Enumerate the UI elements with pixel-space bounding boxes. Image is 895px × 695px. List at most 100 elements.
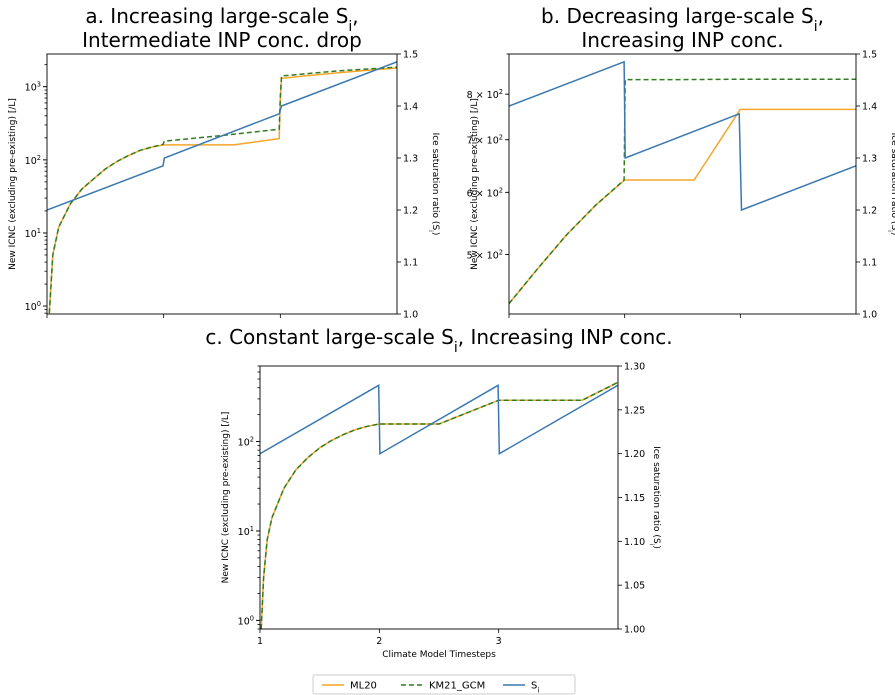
y-left-tick-label-c-part: 0 [250,614,254,622]
y-right-tick-label-b: 1.2 [862,206,877,217]
y-right-tick-label-c: 1.15 [624,493,645,504]
x-label-c: Climate Model Timesteps [382,650,496,660]
y-left-tick-label-b-part: 2 [499,134,503,142]
y-left-tick-label-b-part: 2 [499,186,503,194]
series-line-ml20-a [48,67,397,314]
chart-a: a. Increasing large-scale Si,Intermediat… [8,4,440,321]
x-tick-label-c: 2 [376,636,382,647]
legend-label-km21_gcm: KM21_GCM [429,681,485,692]
y-right-label-a-part: ) [430,232,440,236]
legend-label-s-part: S [531,681,537,692]
y-right-tick-label-a: 1.2 [403,206,418,217]
y-right-tick-label-a: 1.3 [403,154,418,165]
y-left-tick-label-b-part: 8 × 10 [467,90,499,101]
legend: ML20 KM21_GCM Si [312,674,576,695]
chart-title-a-0-part: i [348,19,352,35]
y-left-tick-label-c: 100 [238,614,254,627]
chart-title-a-1-part: Intermediate INP conc. drop [82,28,362,52]
chart-title-a-1: Intermediate INP conc. drop [82,28,362,52]
y-left-tick-label-a: 101 [25,227,41,240]
chart-title-b-0-part: i [814,19,818,35]
y-left-tick-label-a-part: 10 [25,83,37,94]
y-right-tick-label-a: 1.0 [403,310,418,321]
y-right-label-b-part: Ice saturation ratio (S [889,133,895,231]
chart-title-a-0-part: a. Increasing large-scale S [85,4,348,28]
chart-title-a-0-part: , [352,4,358,28]
chart-title-a-0: a. Increasing large-scale Si, [85,4,358,35]
y-right-tick-label-c: 1.25 [624,405,645,416]
y-right-tick-label-b: 1.0 [862,310,877,321]
y-right-tick-label-a: 1.5 [403,50,418,61]
y-left-tick-label-a-part: 10 [25,302,37,313]
y-right-tick-label-b: 1.4 [862,102,877,113]
y-left-tick-label-b: 7 × 102 [467,134,503,147]
y-left-tick-label-b-part: 6 × 10 [467,188,499,199]
chart-title-c-0-part: i [454,340,458,356]
chart-c: c. Constant large-scale Si, Increasing I… [205,325,672,660]
y-left-label-b: New ICNC (excluding pre-existing) [/L] [470,98,480,270]
y-right-label-a: Ice saturation ratio (Si) [428,133,441,236]
chart-title-b-0: b. Decreasing large-scale Si, [541,4,824,35]
y-left-tick-label-a-part: 3 [37,81,41,89]
x-tick-label-c: 3 [496,636,502,647]
y-right-tick-label-c: 1.10 [624,537,645,548]
y-right-label-c-part: ) [651,545,661,549]
y-right-label-b: Ice saturation ratio (Si) [887,133,895,236]
chart-title-b-1-part: Increasing INP conc. [581,28,783,52]
y-left-tick-label-a-part: 10 [25,229,37,240]
chart-title-c-0-part: c. Constant large-scale S [205,325,453,349]
y-left-tick-label-c-part: 2 [250,436,254,444]
y-right-label-c: Ice saturation ratio (Si) [649,446,662,549]
legend-label-s-part: i [537,687,539,695]
legend-label-s: Si [531,681,539,695]
y-left-tick-label-b: 8 × 102 [467,88,503,101]
y-right-label-b-part: i [887,230,894,232]
plot-frame-b [508,53,857,315]
series-line-ml20-b [509,108,856,305]
y-right-tick-label-a: 1.1 [403,258,418,269]
series-line-s-b [509,60,856,212]
y-left-tick-label-a-part: 10 [25,156,37,167]
y-left-tick-label-c-part: 1 [250,525,254,533]
y-right-tick-label-b: 1.5 [862,50,877,61]
plot-frame-c [259,365,619,630]
legend-box [312,674,576,695]
legend-label-ml20-part: ML20 [350,681,377,692]
y-left-tick-label-b-part: 5 × 10 [467,251,499,262]
x-tick-label-c: 1 [257,636,263,647]
y-left-tick-label-b-part: 2 [499,249,503,257]
y-left-tick-label-a: 100 [25,300,41,313]
chart-title-c-0-part: , Increasing INP conc. [458,325,673,349]
y-right-tick-label-c: 1.05 [624,581,645,592]
y-left-tick-label-b: 6 × 102 [467,186,503,199]
legend-label-km21_gcm-part: KM21_GCM [429,681,485,692]
series-line-km21_gcm-c [260,381,618,629]
y-right-label-a-part: Ice saturation ratio (S [430,133,440,231]
series-line-s-c [260,384,618,455]
y-right-label-c-part: Ice saturation ratio (S [651,446,661,544]
y-left-tick-label-b: 5 × 102 [467,249,503,262]
y-left-tick-label-c: 102 [238,436,254,449]
y-left-tick-label-a: 103 [25,81,41,94]
y-left-label-c: New ICNC (excluding pre-existing) [/L] [221,412,231,584]
y-left-label-a: New ICNC (excluding pre-existing) [/L] [8,98,18,270]
y-right-tick-label-b: 1.3 [862,154,877,165]
plot-frame-a [46,53,398,315]
y-left-tick-label-a: 102 [25,154,41,167]
series-line-s-a [47,61,397,211]
y-right-tick-label-b: 1.1 [862,258,877,269]
y-left-tick-label-b-part: 2 [499,88,503,96]
y-left-tick-label-c: 101 [238,525,254,538]
chart-title-b-0-part: , [818,4,824,28]
y-right-label-a-part: i [428,230,435,232]
y-left-tick-label-a-part: 0 [37,300,41,308]
series-line-km21_gcm-a [48,66,397,314]
chart-title-b-0-part: b. Decreasing large-scale S [541,4,814,28]
y-left-tick-label-c-part: 10 [238,527,250,538]
y-right-tick-label-c: 1.20 [624,449,645,460]
y-left-tick-label-b-part: 7 × 10 [467,136,499,147]
y-right-tick-label-c: 1.30 [624,362,645,373]
y-right-label-c-part: i [649,544,656,546]
chart-title-b-1: Increasing INP conc. [581,28,783,52]
